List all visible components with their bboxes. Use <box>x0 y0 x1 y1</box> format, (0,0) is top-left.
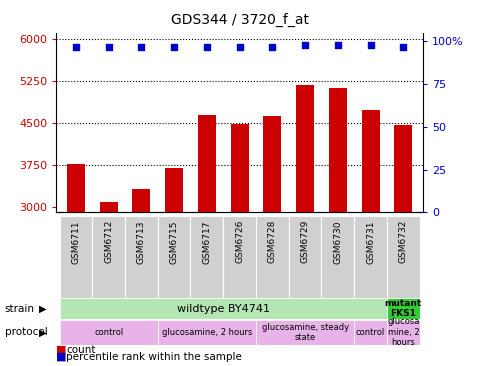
Bar <box>386 216 419 298</box>
Bar <box>125 216 158 298</box>
Text: strain: strain <box>5 303 35 314</box>
Text: ■: ■ <box>56 352 66 362</box>
Text: glucosamine, 2 hours: glucosamine, 2 hours <box>162 328 251 337</box>
Point <box>235 44 243 49</box>
Bar <box>67 164 85 212</box>
Text: mutant
FKS1: mutant FKS1 <box>384 299 421 318</box>
Bar <box>223 216 255 298</box>
Text: GSM6729: GSM6729 <box>300 220 309 264</box>
Bar <box>288 216 321 298</box>
Bar <box>386 320 419 345</box>
Bar <box>328 88 346 212</box>
Text: GSM6717: GSM6717 <box>202 220 211 264</box>
Bar <box>158 216 190 298</box>
Point <box>137 44 145 49</box>
Text: count: count <box>66 344 95 355</box>
Text: GSM6732: GSM6732 <box>398 220 407 264</box>
Text: control: control <box>94 328 123 337</box>
Text: control: control <box>355 328 385 337</box>
Bar <box>353 216 386 298</box>
Bar <box>190 216 223 298</box>
Bar <box>60 298 386 319</box>
Bar <box>321 216 353 298</box>
Text: wildtype BY4741: wildtype BY4741 <box>176 303 269 314</box>
Text: GSM6728: GSM6728 <box>267 220 276 264</box>
Text: GSM6731: GSM6731 <box>366 220 374 264</box>
Text: GSM6715: GSM6715 <box>169 220 178 264</box>
Point <box>301 42 308 48</box>
Bar <box>165 168 183 212</box>
Bar <box>255 320 353 345</box>
Text: GSM6730: GSM6730 <box>333 220 342 264</box>
Text: GSM6713: GSM6713 <box>137 220 145 264</box>
Bar <box>361 110 379 212</box>
Text: GSM6726: GSM6726 <box>235 220 244 264</box>
Point <box>399 44 407 49</box>
Bar <box>60 216 92 298</box>
Point <box>333 42 341 48</box>
Text: protocol: protocol <box>5 327 47 337</box>
Point <box>170 44 178 49</box>
Bar <box>60 320 158 345</box>
Text: ▶: ▶ <box>39 327 47 337</box>
Text: GSM6711: GSM6711 <box>71 220 80 264</box>
Bar <box>255 216 288 298</box>
Bar <box>353 320 386 345</box>
Point <box>366 42 374 48</box>
Text: ■: ■ <box>56 344 66 355</box>
Point <box>203 44 210 49</box>
Bar <box>158 320 255 345</box>
Bar <box>393 126 411 212</box>
Bar <box>386 298 419 319</box>
Text: ▶: ▶ <box>39 303 47 314</box>
Point <box>268 44 276 49</box>
Point <box>72 44 80 49</box>
Bar <box>198 115 215 212</box>
Bar <box>230 124 248 212</box>
Bar <box>132 189 150 212</box>
Text: GDS344 / 3720_f_at: GDS344 / 3720_f_at <box>170 13 308 27</box>
Text: glucosamine, steady
state: glucosamine, steady state <box>261 322 348 342</box>
Bar <box>100 202 118 212</box>
Bar <box>296 85 313 212</box>
Text: glucosa
mine, 2
hours: glucosa mine, 2 hours <box>386 317 419 347</box>
Bar <box>263 116 281 212</box>
Point <box>104 44 112 49</box>
Text: percentile rank within the sample: percentile rank within the sample <box>66 352 242 362</box>
Bar <box>92 216 125 298</box>
Text: GSM6712: GSM6712 <box>104 220 113 264</box>
